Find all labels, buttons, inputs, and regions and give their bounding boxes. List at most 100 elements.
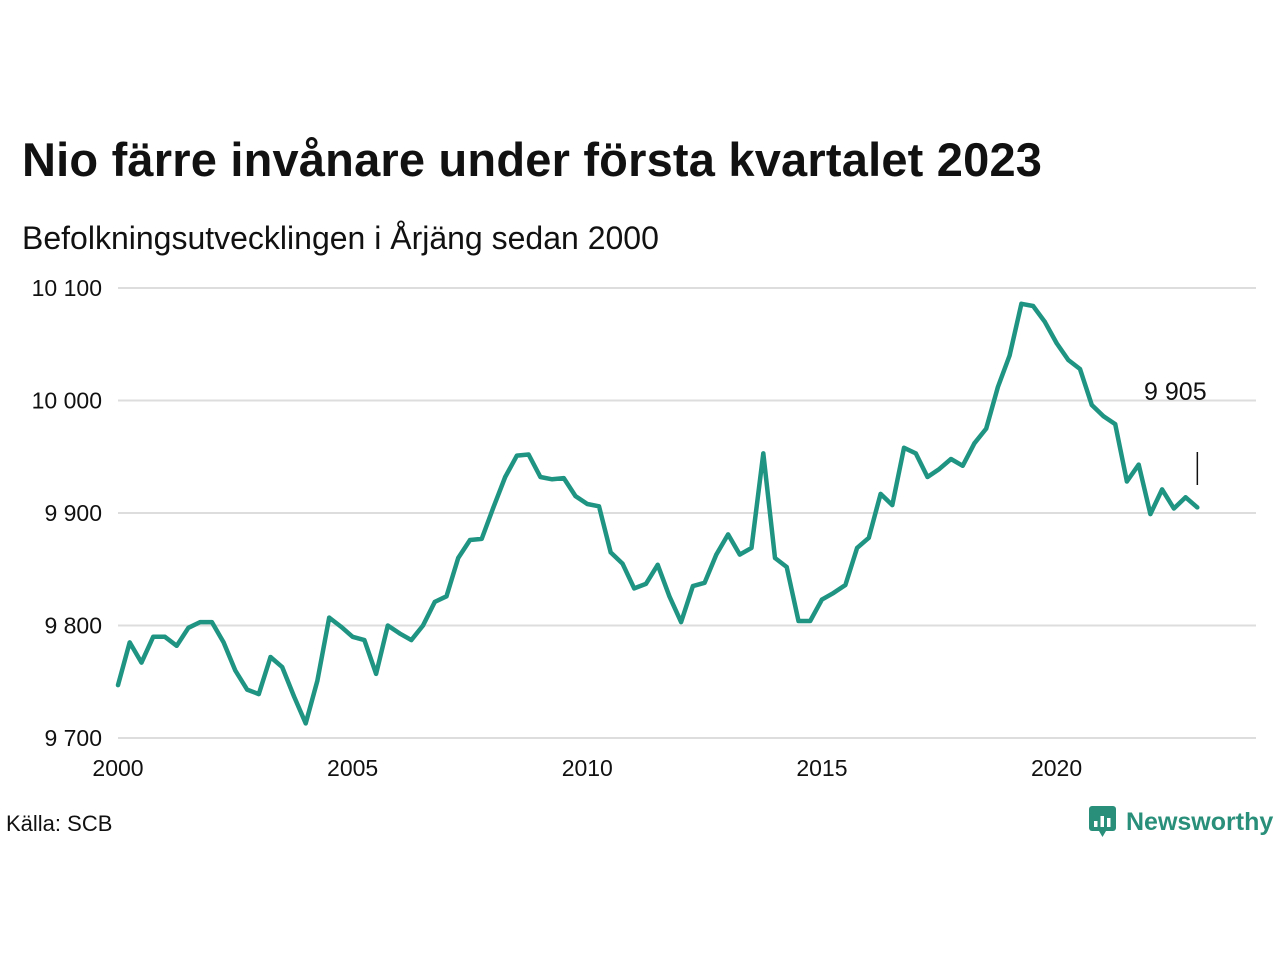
data-point: [761, 451, 766, 456]
data-point: [737, 552, 742, 557]
newsworthy-icon: [1089, 806, 1116, 837]
data-point: [702, 580, 707, 585]
data-point: [338, 624, 343, 629]
data-point: [315, 678, 320, 683]
data-point: [174, 643, 179, 648]
data-point: [1101, 414, 1106, 419]
data-point: [1160, 487, 1165, 492]
data-point: [303, 721, 308, 726]
data-point: [491, 505, 496, 510]
data-point: [1089, 403, 1094, 407]
x-tick-label: 2005: [327, 755, 378, 781]
data-point: [127, 640, 132, 645]
y-tick-label: 10 100: [32, 275, 102, 301]
data-point: [1078, 367, 1082, 371]
data-point: [468, 538, 472, 542]
data-point: [350, 634, 355, 639]
data-point: [843, 583, 848, 587]
data-point: [585, 502, 590, 506]
data-point: [796, 619, 801, 623]
data-point: [773, 556, 777, 560]
data-point: [749, 545, 754, 550]
data-point: [221, 640, 226, 645]
data-point: [714, 552, 719, 557]
data-point: [1183, 495, 1188, 500]
annotation-label: 9 905: [1144, 378, 1207, 406]
data-point: [831, 590, 836, 595]
data-point: [432, 599, 437, 604]
data-point: [1113, 422, 1118, 427]
data-point: [456, 556, 461, 560]
x-tick-label: 2020: [1031, 755, 1082, 781]
y-axis-ticks: 9 700 9 800 9 900 10 000 10 100: [32, 275, 102, 751]
data-point: [960, 463, 965, 468]
data-point: [1148, 512, 1153, 517]
data-point: [409, 638, 414, 643]
data-point: [1007, 353, 1012, 358]
data-point: [538, 475, 543, 479]
data-point: [256, 692, 261, 697]
x-tick-label: 2015: [796, 755, 847, 781]
data-point: [245, 687, 250, 692]
data-point: [972, 441, 977, 446]
data-point: [1195, 505, 1200, 510]
data-point: [1031, 304, 1036, 308]
data-point: [526, 452, 531, 457]
data-point: [385, 623, 390, 628]
data-point: [620, 561, 625, 566]
data-point: [679, 620, 684, 625]
data-point: [855, 545, 860, 550]
y-tick-label: 9 800: [44, 613, 102, 639]
data-point: [726, 532, 731, 537]
y-tick-label: 9 900: [44, 500, 102, 526]
data-point: [632, 586, 637, 591]
data-point: [561, 476, 566, 481]
data-point: [421, 623, 425, 628]
data-point: [1066, 358, 1071, 362]
data-point: [890, 503, 895, 508]
data-point: [186, 625, 191, 630]
data-point: [819, 597, 824, 602]
data-point: [280, 665, 285, 670]
data-point: [444, 594, 449, 599]
data-point: [1171, 506, 1176, 511]
data-point: [1136, 462, 1141, 467]
chart-subtitle: Befolkningsutvecklingen i Årjäng sedan 2…: [22, 220, 659, 256]
data-point: [162, 634, 167, 639]
data-point: [198, 620, 203, 625]
data-points: [116, 301, 1200, 726]
data-point: [233, 668, 238, 673]
data-point: [643, 581, 648, 586]
data-point: [608, 550, 613, 555]
data-point: [397, 631, 402, 636]
data-point: [268, 655, 273, 659]
data-point: [550, 477, 555, 482]
data-point: [655, 562, 660, 567]
data-point: [949, 457, 953, 461]
data-point: [374, 671, 379, 676]
brand-name: Newsworthy: [1126, 807, 1274, 836]
data-point: [597, 504, 601, 509]
data-point: [1019, 301, 1024, 306]
chart-title: Nio färre invånare under första kvartale…: [22, 133, 1043, 186]
data-point: [902, 445, 906, 450]
data-point: [362, 638, 367, 643]
data-point: [514, 453, 519, 458]
data-point: [995, 385, 1000, 389]
x-axis-ticks: 2000 2005 2010 2015 2020: [92, 755, 1082, 781]
data-point: [808, 619, 813, 623]
data-point: [878, 491, 883, 496]
data-point: [690, 584, 695, 589]
data-point: [116, 683, 120, 688]
data-point: [913, 451, 918, 456]
data-point: [784, 565, 789, 569]
data-point: [327, 615, 332, 620]
y-tick-label: 9 700: [44, 725, 102, 751]
data-point: [1054, 341, 1059, 346]
x-tick-label: 2000: [92, 755, 143, 781]
brand-logo: Newsworthy: [1088, 805, 1273, 839]
y-tick-label: 10 000: [32, 388, 102, 414]
data-point: [573, 494, 578, 499]
x-tick-label: 2010: [562, 755, 613, 781]
